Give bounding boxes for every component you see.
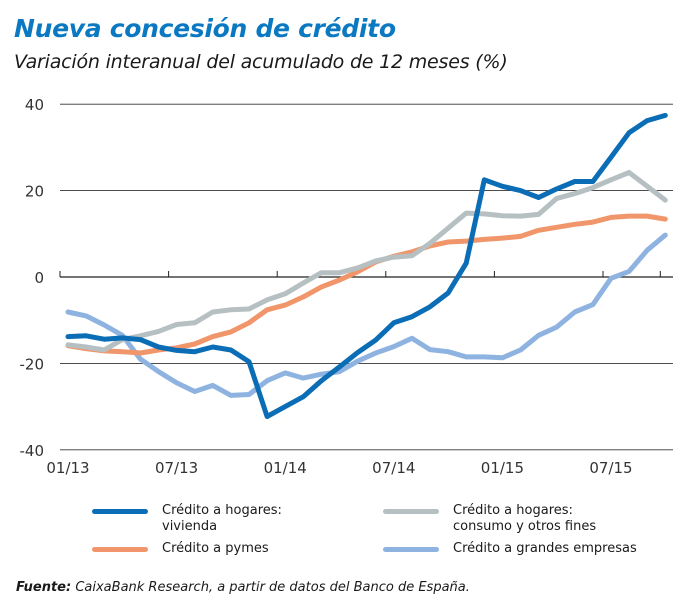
legend-item-grandes: Crédito a grandes empresas	[383, 541, 653, 557]
gridlines	[59, 103, 673, 451]
y-tick-label: 40	[25, 96, 44, 114]
y-tick-label: -20	[20, 355, 45, 373]
legend-label-line: vivienda	[162, 519, 218, 534]
legend-swatch-vivienda	[92, 509, 148, 514]
legend-label-line: Crédito a hogares:	[453, 503, 573, 518]
source-note: Fuente: CaixaBank Research, a partir de …	[16, 580, 470, 595]
series-lines	[65, 112, 668, 419]
y-axis-tick-labels: 40 20 0 -20 -40	[20, 96, 45, 460]
legend-label-line: Crédito a pymes	[162, 541, 269, 556]
y-tick-label: 20	[25, 183, 44, 201]
x-tick-label: 07/14	[372, 459, 415, 477]
chart-title: Nueva concesión de crédito	[14, 14, 396, 43]
y-tick-label: 0	[34, 269, 44, 287]
series-vivienda-line	[65, 112, 668, 419]
legend-item-consumo: Crédito a hogares: consumo y otros fines	[383, 503, 653, 535]
legend-label-line: Crédito a grandes empresas	[453, 541, 637, 556]
x-tick-label: 01/13	[46, 459, 89, 477]
chart-subtitle: Variación interanual del acumulado de 12…	[14, 51, 508, 73]
series-grandes-empresas-line	[65, 232, 668, 398]
series-consumo-line	[65, 170, 668, 353]
x-tick-label: 07/13	[155, 459, 198, 477]
x-tick-label: 01/14	[264, 459, 307, 477]
x-tick-label: 07/15	[589, 459, 632, 477]
x-tick-label: 01/15	[481, 459, 524, 477]
legend-swatch-consumo	[383, 509, 439, 514]
x-axis-tick-labels: 01/13 07/13 01/14 07/14 01/15 07/15	[46, 459, 632, 477]
y-tick-label: -40	[20, 442, 45, 460]
legend-label-line: consumo y otros fines	[453, 519, 597, 534]
legend-label-line: Crédito a hogares:	[162, 503, 282, 518]
legend-item-vivienda: Crédito a hogares: vivienda	[92, 503, 362, 535]
legend-item-pymes: Crédito a pymes	[92, 541, 362, 557]
line-chart: 40 20 0 -20 -40 01/13 07/13 01/14 07/14 01/15 07/…	[20, 96, 673, 477]
legend-swatch-pymes	[92, 547, 148, 552]
legend-swatch-grandes	[383, 547, 439, 552]
source-text: CaixaBank Research, a partir de datos de…	[71, 580, 470, 595]
source-label: Fuente:	[16, 580, 72, 595]
